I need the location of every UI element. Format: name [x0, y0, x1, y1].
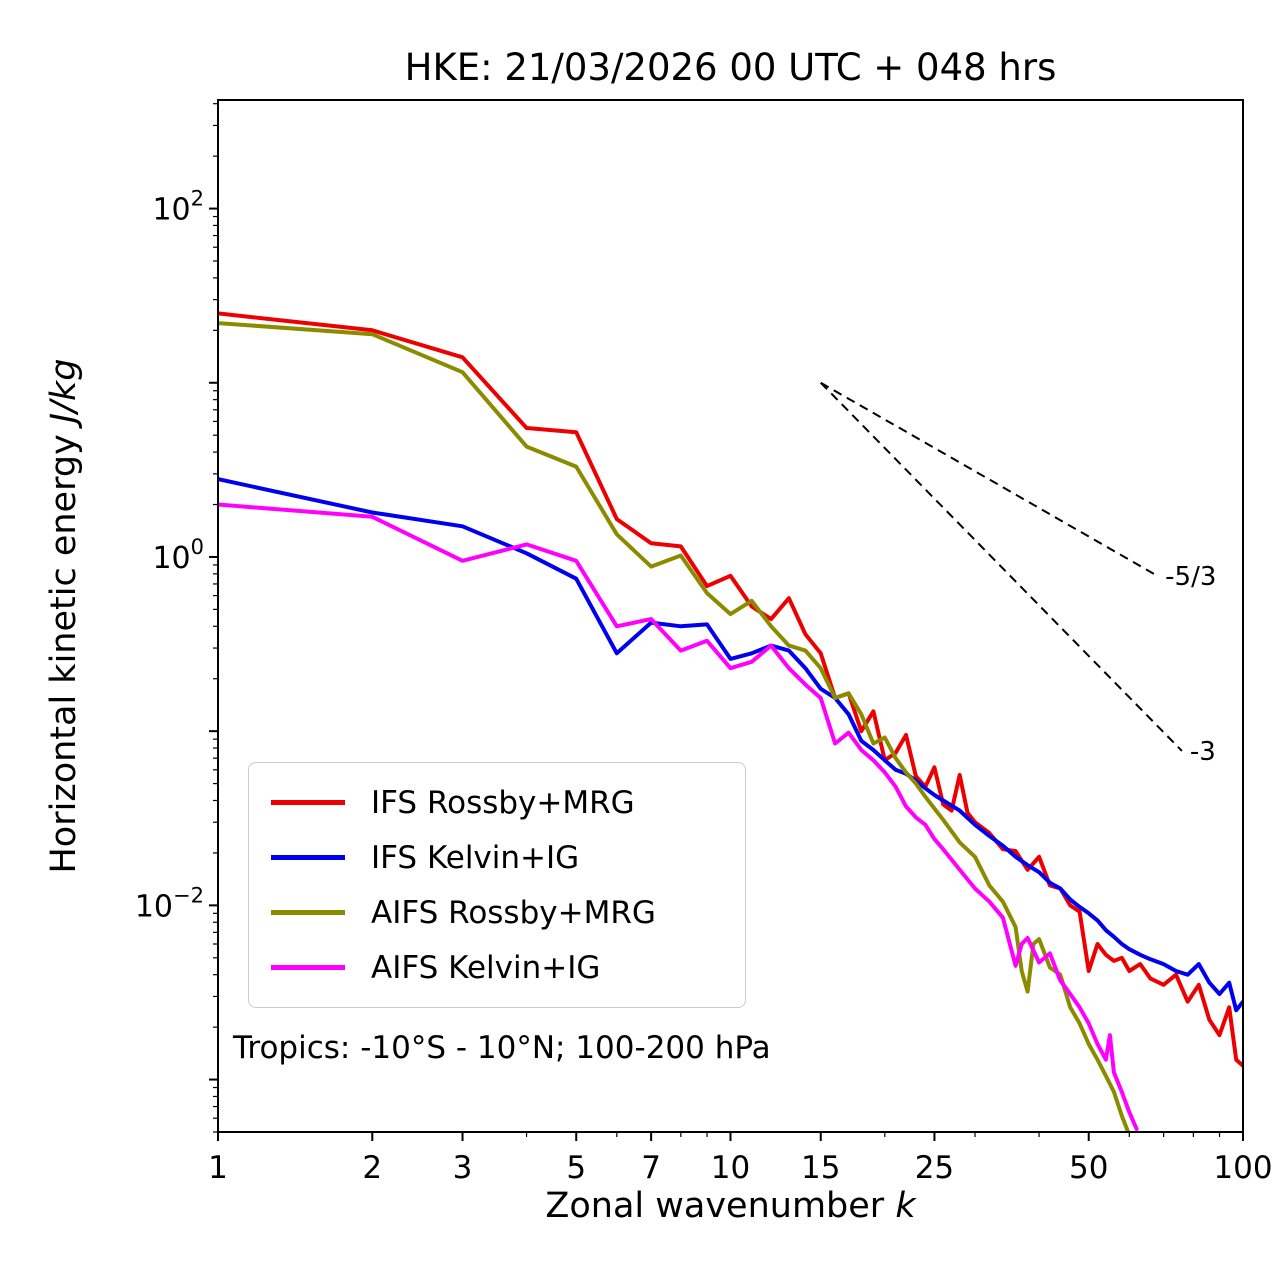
y-tick-label: 102 — [152, 187, 204, 228]
region-annotation: Tropics: -10°S - 10°N; 100-200 hPa — [233, 1030, 771, 1066]
legend-item-aifs-rossby-mrg: AIFS Rossby+MRG — [249, 885, 745, 940]
ref-slope-line — [820, 381, 1158, 577]
y-axis-label-units: J/kg — [44, 358, 84, 424]
series-line-aifs-kelvin-ig — [218, 502, 1139, 1131]
x-tick-label: 10 — [711, 1150, 750, 1186]
ref-slope-label: -3 — [1190, 737, 1216, 767]
series-line-aifs-rossby-mrg — [218, 321, 1131, 1132]
ref-slope-line — [820, 382, 1183, 752]
legend-item-aifs-kelvin-ig: AIFS Kelvin+IG — [249, 940, 745, 995]
x-tick-label: 50 — [1069, 1150, 1108, 1186]
ref-slope-label: -5/3 — [1165, 562, 1216, 592]
legend-label-aifs-rossby-mrg: AIFS Rossby+MRG — [371, 894, 656, 931]
legend-swatch-aifs-rossby-mrg — [271, 910, 345, 915]
x-tick-label: 7 — [641, 1150, 661, 1186]
x-tick-label: 5 — [566, 1150, 586, 1186]
x-tick-label: 100 — [1213, 1150, 1272, 1186]
legend-label-ifs-rossby-mrg: IFS Rossby+MRG — [371, 784, 635, 821]
legend-swatch-aifs-kelvin-ig — [271, 965, 345, 970]
series-line-ifs-rossby-mrg — [218, 311, 1243, 1068]
x-tick-label: 15 — [801, 1150, 840, 1186]
y-axis-label: Horizontal kinetic energy J/kg — [44, 358, 84, 873]
x-tick-label: 1 — [208, 1150, 228, 1186]
x-tick-label: 3 — [453, 1150, 473, 1186]
chart-title: HKE: 21/03/2026 00 UTC + 048 hrs — [404, 46, 1057, 89]
legend-item-ifs-rossby-mrg: IFS Rossby+MRG — [249, 775, 745, 830]
x-tick-label: 25 — [915, 1150, 954, 1186]
axes-spines — [217, 99, 1244, 1133]
y-tick-label: 10−2 — [135, 883, 204, 924]
x-axis-label: Zonal wavenumber k — [218, 1186, 1243, 1226]
legend-swatch-ifs-rossby-mrg — [271, 800, 345, 805]
legend: IFS Rossby+MRG IFS Kelvin+IG AIFS Rossby… — [248, 762, 746, 1008]
y-axis-label-text: Horizontal kinetic energy — [44, 423, 84, 874]
x-axis-label-symbol: k — [895, 1186, 916, 1226]
legend-item-ifs-kelvin-ig: IFS Kelvin+IG — [249, 830, 745, 885]
legend-label-aifs-kelvin-ig: AIFS Kelvin+IG — [371, 949, 601, 986]
y-tick-label: 100 — [152, 535, 204, 576]
legend-swatch-ifs-kelvin-ig — [271, 855, 345, 860]
legend-label-ifs-kelvin-ig: IFS Kelvin+IG — [371, 839, 580, 876]
series-line-ifs-kelvin-ig — [218, 477, 1243, 1013]
x-axis-label-text: Zonal wavenumber — [545, 1186, 896, 1226]
x-tick-label: 2 — [362, 1150, 382, 1186]
